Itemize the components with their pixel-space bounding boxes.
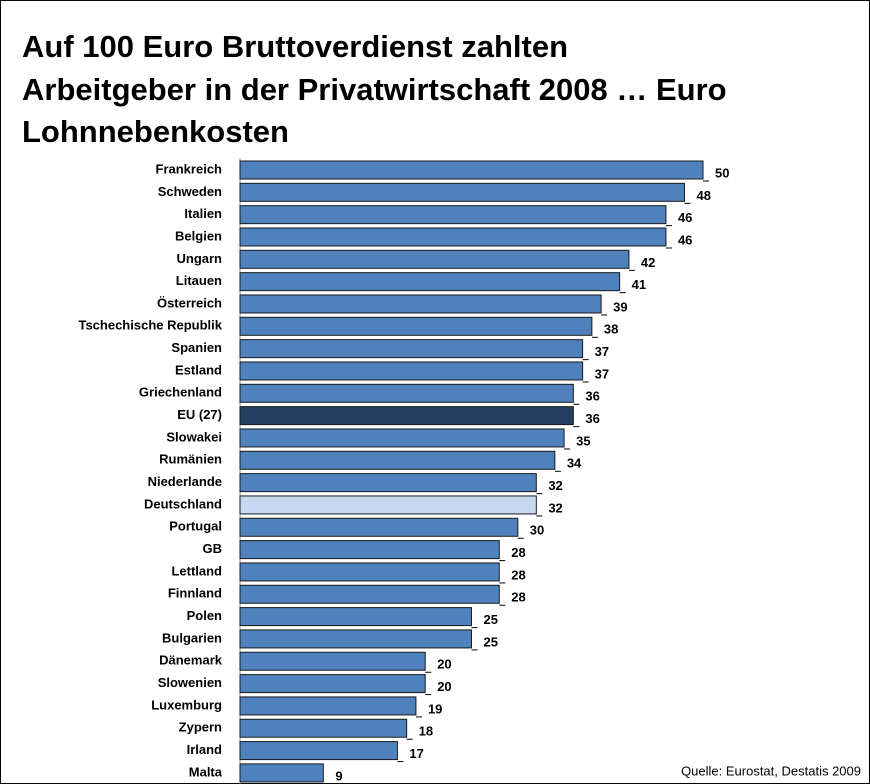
bar	[239, 718, 408, 738]
chart-title: Lohnnebenkosten	[22, 114, 289, 149]
category-label: Belgien	[175, 228, 222, 243]
category-label: Finnland	[168, 586, 222, 601]
value-label: 32	[548, 500, 562, 515]
bar	[239, 696, 417, 716]
bar	[239, 741, 398, 761]
category-label: Italien	[184, 206, 222, 221]
value-label: 35	[576, 433, 590, 448]
value-label: 46	[678, 210, 692, 225]
category-label: Irland	[187, 742, 222, 757]
chart-title: Auf 100 Euro Bruttoverdienst zahlten	[22, 29, 568, 64]
value-label: 20	[437, 657, 451, 672]
category-label: Lettland	[171, 563, 222, 578]
category-label: Litauen	[176, 273, 222, 288]
bar	[239, 450, 556, 470]
category-label: Spanien	[171, 340, 222, 355]
category-label: Zypern	[179, 720, 222, 735]
value-label: 30	[530, 523, 544, 538]
value-label: 25	[484, 612, 498, 627]
value-label: 39	[613, 299, 627, 314]
category-label: Griechenland	[139, 385, 222, 400]
bar	[239, 517, 519, 537]
category-label: Niederlande	[148, 474, 222, 489]
bar	[239, 763, 324, 783]
value-label: 36	[585, 411, 599, 426]
bar	[239, 316, 593, 336]
value-label: 18	[419, 724, 433, 739]
value-label: 34	[567, 456, 582, 471]
bar	[239, 540, 500, 560]
value-label: 42	[641, 255, 655, 270]
category-label: Malta	[189, 764, 223, 779]
bar	[239, 339, 584, 359]
bar	[239, 584, 500, 604]
value-label: 17	[409, 746, 423, 761]
category-label: Deutschland	[144, 496, 222, 511]
bar	[239, 674, 426, 694]
category-label: Frankreich	[156, 161, 223, 176]
value-label: 37	[595, 344, 609, 359]
bar	[239, 205, 667, 225]
category-label: Dänemark	[159, 653, 223, 668]
category-label: Schweden	[158, 184, 222, 199]
bar	[239, 361, 584, 381]
value-label: 32	[548, 478, 562, 493]
value-label: 38	[604, 322, 618, 337]
value-label: 28	[511, 590, 525, 605]
bar	[239, 249, 630, 269]
bar	[239, 428, 565, 448]
value-label: 25	[484, 634, 498, 649]
bar	[239, 562, 500, 582]
category-label: Polen	[187, 608, 222, 623]
value-label: 28	[511, 567, 525, 582]
category-label: Tschechische Republik	[78, 318, 222, 333]
chart-title: Arbeitgeber in der Privatwirtschaft 2008…	[22, 72, 727, 107]
category-label: Rumänien	[159, 452, 222, 467]
category-label: GB	[203, 541, 223, 556]
bar	[239, 383, 574, 403]
category-label: Slowenien	[158, 675, 222, 690]
category-label: Bulgarien	[162, 630, 222, 645]
bar	[239, 160, 704, 180]
bar	[239, 406, 574, 426]
bar	[239, 272, 621, 292]
category-label: Österreich	[157, 295, 222, 310]
bar	[239, 495, 537, 515]
value-label: 28	[511, 545, 525, 560]
category-label: Portugal	[169, 519, 222, 534]
value-label: 36	[585, 389, 599, 404]
source: Quelle: Eurostat, Destatis 2009	[681, 763, 861, 778]
value-label: 46	[678, 232, 692, 247]
category-label: Estland	[175, 362, 222, 377]
category-label: Slowakei	[166, 429, 222, 444]
value-label: 37	[595, 366, 609, 381]
bar	[239, 227, 667, 247]
category-label: Luxemburg	[151, 697, 222, 712]
category-label: Ungarn	[177, 251, 223, 266]
value-label: 9	[335, 768, 342, 783]
value-label: 50	[715, 165, 729, 180]
value-label: 48	[696, 188, 710, 203]
value-label: 20	[437, 679, 451, 694]
category-label: EU (27)	[177, 407, 222, 422]
bar	[239, 473, 537, 493]
bar	[239, 651, 426, 671]
bar	[239, 607, 472, 627]
value-label: 41	[632, 277, 646, 292]
bar	[239, 182, 685, 202]
bar	[239, 294, 602, 314]
value-label: 19	[428, 701, 442, 716]
bar	[239, 629, 472, 649]
